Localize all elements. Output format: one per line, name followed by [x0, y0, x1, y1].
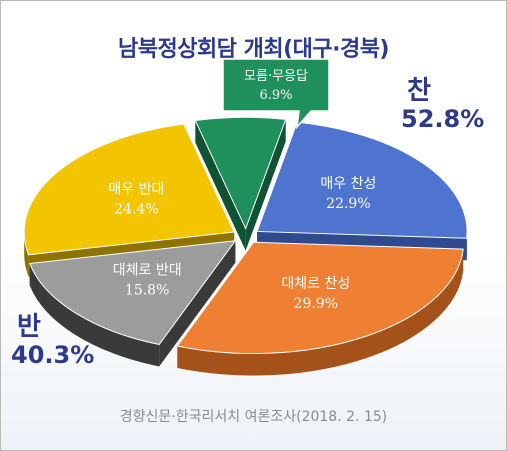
slice-top [256, 121, 468, 239]
slice-label: 매우 찬성 [320, 176, 376, 192]
slice-label: 매우 반대 [108, 181, 164, 197]
slice-value: 15.8% [125, 282, 169, 298]
labels-layer: 모름·무응답 6.9% 매우 찬성 22.9% 매우 반대 24.4% 대체로 반대 15.8… [108, 58, 376, 312]
oppose-total: 40.3% [11, 341, 95, 369]
slice-value: 22.9% [326, 196, 370, 212]
slice-side-wall [195, 120, 246, 251]
slice-rim [29, 263, 160, 367]
agree-label: 찬 [407, 76, 431, 106]
slice-top [176, 241, 464, 355]
slice-top [29, 240, 237, 346]
agree-total: 52.8% [401, 105, 485, 133]
agree-summary: 찬 52.8% [401, 77, 484, 133]
oppose-label: 반 [17, 312, 41, 342]
slice-top [23, 123, 235, 256]
slice-rim [177, 249, 464, 376]
slice-label: 대체로 찬성 [281, 276, 350, 292]
source-note: 경향신문·한국리서치 여론조사(2018. 2. 15) [119, 409, 388, 425]
slice-value: 29.9% [294, 296, 338, 312]
slice-value: 24.4% [114, 201, 158, 217]
slice-label: 모름·무응답 [244, 69, 308, 84]
slice-2 [176, 241, 464, 376]
chart-title: 남북정상회담 개최(대구·경북) [117, 37, 390, 62]
slice-side-wall [159, 240, 236, 367]
callout-box [222, 58, 330, 130]
slice-label: 대체로 반대 [113, 262, 182, 278]
slices-layer [23, 116, 468, 376]
oppose-summary: 반 40.3% [11, 313, 94, 369]
slice-3 [29, 240, 237, 367]
slice-side-wall [245, 119, 286, 251]
slice-rim [24, 232, 29, 277]
slice-value: 6.9% [259, 88, 292, 103]
slice-top [194, 116, 287, 230]
slice-5 [194, 116, 287, 251]
